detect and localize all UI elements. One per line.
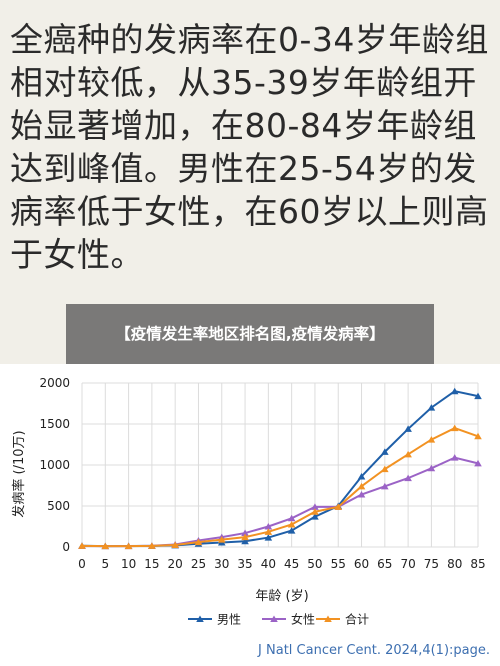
series-layer (78, 387, 482, 550)
data-point-total (194, 538, 203, 546)
x-tick-label: 60 (354, 557, 369, 571)
x-tick-label: 5 (101, 557, 109, 571)
legend-label-male: 男性 (217, 613, 241, 627)
x-tick-label: 30 (214, 557, 229, 571)
series-line-female (81, 456, 479, 548)
data-point-total (217, 536, 226, 543)
incidence-line-chart: 0 500 1000 1500 2000 0 5 10 15 20 25 30 35 40 45 50 55 60… (11, 376, 486, 627)
data-point-female (450, 454, 459, 461)
chart-panel: 0 500 1000 1500 2000 0 5 10 15 20 25 30 35 40 45 50 55 60… (0, 364, 500, 666)
data-point-male (474, 392, 482, 400)
data-point-male (381, 448, 389, 455)
x-tick-label: 85 (470, 557, 485, 571)
x-tick-label: 0 (78, 557, 86, 571)
series-line-total (81, 427, 479, 548)
data-point-total (78, 542, 86, 549)
data-point-male (287, 527, 296, 534)
y-tick-label: 1500 (39, 417, 70, 431)
x-tick-label: 75 (424, 557, 439, 571)
x-tick-label: 65 (377, 557, 392, 571)
x-tick-label: 10 (121, 557, 136, 571)
data-point-male (311, 513, 319, 520)
x-tick-label: 55 (331, 557, 346, 571)
legend-layer: 男性 女性 合计 (188, 612, 369, 627)
legend-marker-male (196, 615, 204, 622)
data-point-total (427, 436, 436, 443)
x-tick-label: 35 (237, 557, 252, 571)
legend-label-total: 合计 (345, 612, 369, 627)
data-point-male (404, 425, 412, 432)
data-point-female (474, 459, 482, 467)
data-point-female (311, 503, 319, 510)
data-point-female (241, 529, 249, 537)
x-tick-label: 80 (447, 557, 462, 571)
x-tick-label: 20 (168, 557, 183, 571)
overlay-title-banner[interactable]: 【疫情发生率地区排名图,疫情发病率】 (66, 304, 434, 364)
data-point-male (450, 387, 459, 395)
data-point-total (101, 542, 110, 550)
data-point-total (171, 541, 179, 548)
y-tick-label: 0 (62, 540, 70, 554)
data-point-total (264, 528, 273, 535)
data-point-female (381, 482, 389, 490)
x-tick-label: 40 (261, 557, 276, 571)
data-point-total (334, 503, 343, 510)
data-point-total (381, 465, 389, 473)
data-point-total (474, 432, 482, 440)
y-tick-label: 1000 (39, 458, 70, 472)
data-point-total (241, 533, 249, 541)
data-point-total (450, 424, 459, 432)
handwritten-note: 全癌种的发病率在0-34岁年龄组相对较低，从35-39岁年龄组开始显著增加，在8… (10, 20, 489, 274)
x-tick-label: 15 (144, 557, 159, 571)
data-point-male (241, 537, 249, 545)
data-point-male (357, 472, 366, 480)
legend-marker-total (324, 615, 332, 622)
x-tick-label: 70 (400, 557, 415, 571)
data-point-total (404, 450, 412, 458)
y-tick-label: 2000 (39, 376, 70, 390)
data-point-total (148, 542, 156, 549)
x-tick-label: 45 (284, 557, 299, 571)
x-tick-label: 50 (307, 557, 322, 571)
legend-label-female: 女性 (291, 612, 315, 627)
data-point-total (287, 520, 296, 528)
data-point-female (264, 523, 273, 530)
y-tick-label: 500 (47, 499, 70, 513)
x-tick-label: 25 (191, 557, 206, 571)
grid-layer (81, 382, 479, 548)
data-point-total (357, 482, 366, 490)
data-point-male (427, 404, 436, 411)
legend-marker-female (270, 615, 278, 622)
tick-layer: 0 500 1000 1500 2000 0 5 10 15 20 25 30 35 40 45 50 55 60… (39, 376, 485, 571)
y-axis-label: 发病率 (/10万) (11, 430, 27, 517)
data-point-male (264, 534, 273, 541)
data-point-total (124, 542, 133, 550)
x-axis-label: 年龄 (岁) (255, 589, 308, 604)
data-point-total (311, 508, 319, 515)
citation-text: J Natl Cancer Cent. 2024,4(1):page. (258, 643, 490, 658)
data-point-female (357, 491, 366, 498)
data-point-female (404, 474, 412, 482)
data-point-female (287, 514, 296, 522)
data-point-female (427, 464, 436, 472)
